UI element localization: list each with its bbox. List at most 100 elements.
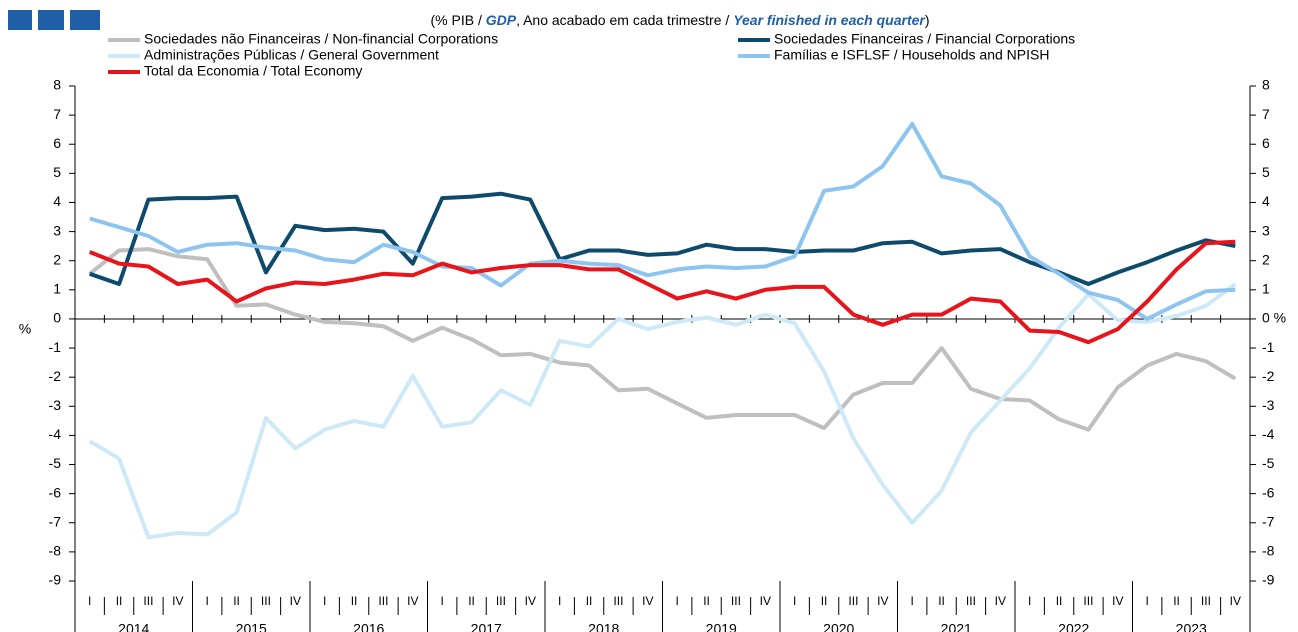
y2-tick-label: -8 <box>1262 543 1275 559</box>
y2-tick-label: -9 <box>1262 572 1275 588</box>
x-tick-label: I <box>206 594 209 608</box>
x-tick-label: II <box>938 594 945 608</box>
title-part: , Ano acabado em cada trimestre / <box>516 12 733 28</box>
year-label: 2022 <box>1058 621 1089 632</box>
x-tick-label: II <box>586 594 593 608</box>
y-tick-label: -2 <box>49 368 62 384</box>
title-part: Year finished in each quarter <box>733 12 926 28</box>
x-tick-label: III <box>848 594 858 608</box>
y2-tick-label: -1 <box>1262 339 1275 355</box>
year-label: 2018 <box>588 621 619 632</box>
y-tick-label: -3 <box>49 397 62 413</box>
legend-label: Sociedades Financeiras / Financial Corpo… <box>774 31 1075 47</box>
logo-block <box>70 10 100 30</box>
x-tick-label: II <box>1173 594 1180 608</box>
x-tick-label: I <box>323 594 326 608</box>
y-tick-label: 7 <box>53 106 61 122</box>
y-tick-label: 1 <box>53 281 61 297</box>
y-tick-label: -7 <box>49 513 62 529</box>
y2-tick-label: 2 <box>1262 251 1270 267</box>
y2-tick-label: 4 <box>1262 193 1270 209</box>
y-tick-label: 5 <box>53 164 61 180</box>
year-label: 2014 <box>118 621 149 632</box>
x-tick-label: II <box>351 594 358 608</box>
year-label: 2015 <box>236 621 267 632</box>
x-tick-label: III <box>496 594 506 608</box>
x-tick-label: IV <box>407 594 418 608</box>
x-tick-label: I <box>911 594 914 608</box>
y2-tick-label: 3 <box>1262 222 1270 238</box>
x-tick-label: IV <box>1112 594 1123 608</box>
legend-label: Sociedades não Financeiras / Non-financi… <box>144 31 498 47</box>
x-tick-label: I <box>676 594 679 608</box>
x-tick-label: IV <box>1230 594 1241 608</box>
x-tick-label: IV <box>290 594 301 608</box>
y2-tick-label: 6 <box>1262 135 1270 151</box>
year-label: 2016 <box>353 621 384 632</box>
y2-tick-label: 7 <box>1262 106 1270 122</box>
chart-title: (% PIB / GDP, Ano acabado em cada trimes… <box>430 12 929 28</box>
x-tick-label: IV <box>995 594 1006 608</box>
x-tick-label: I <box>88 594 91 608</box>
y-tick-label: -6 <box>49 484 62 500</box>
y-tick-label: -9 <box>49 572 62 588</box>
x-tick-label: II <box>116 594 123 608</box>
year-label: 2019 <box>706 621 737 632</box>
y2-tick-label: 1 <box>1262 281 1270 297</box>
logo-block <box>38 10 64 30</box>
y-axis-label: % <box>19 321 31 337</box>
x-tick-label: IV <box>525 594 536 608</box>
x-tick-label: III <box>1201 594 1211 608</box>
y-tick-label: 4 <box>53 193 61 209</box>
x-tick-label: II <box>1056 594 1063 608</box>
x-tick-label: II <box>821 594 828 608</box>
series-line <box>88 239 1236 345</box>
y-tick-label: 0 <box>53 310 61 326</box>
year-label: 2023 <box>1176 621 1207 632</box>
y-tick-label: 3 <box>53 222 61 238</box>
y2-tick-label: 5 <box>1262 164 1270 180</box>
x-tick-label: II <box>703 594 710 608</box>
y2-tick-label: -7 <box>1262 513 1275 529</box>
series-line <box>89 121 1236 321</box>
x-tick-label: I <box>441 594 444 608</box>
y-tick-label: -8 <box>49 543 62 559</box>
x-tick-label: IV <box>172 594 183 608</box>
x-tick-label: IV <box>877 594 888 608</box>
x-tick-label: III <box>613 594 623 608</box>
x-tick-label: IV <box>760 594 771 608</box>
y-tick-label: 6 <box>53 135 61 151</box>
year-label: 2021 <box>941 621 972 632</box>
x-tick-label: IV <box>642 594 653 608</box>
year-label: 2017 <box>471 621 502 632</box>
y2-tick-label: -3 <box>1262 397 1275 413</box>
logo-block <box>8 10 32 30</box>
title-part: GDP <box>486 12 517 28</box>
x-tick-label: I <box>1146 594 1149 608</box>
x-tick-label: III <box>1083 594 1093 608</box>
title-part: ) <box>925 12 930 28</box>
year-label: 2020 <box>823 621 854 632</box>
y-tick-label: -5 <box>49 455 62 471</box>
y2-tick-label: 8 <box>1262 77 1270 93</box>
y2-tick-label: -4 <box>1262 426 1275 442</box>
y2-tick-label: 0 % <box>1262 310 1286 326</box>
y2-tick-label: -6 <box>1262 484 1275 500</box>
x-tick-label: III <box>731 594 741 608</box>
x-tick-label: I <box>793 594 796 608</box>
legend-label: Famílias e ISFLSF / Households and NPISH <box>774 47 1049 63</box>
legend-label: Administrações Públicas / General Govern… <box>144 47 439 63</box>
x-tick-label: III <box>966 594 976 608</box>
y-tick-label: -1 <box>49 339 62 355</box>
x-tick-label: III <box>143 594 153 608</box>
y-tick-label: -4 <box>49 426 62 442</box>
title-part: (% PIB / <box>430 12 485 28</box>
x-tick-label: II <box>233 594 240 608</box>
series-line <box>88 282 1237 540</box>
y2-tick-label: -2 <box>1262 368 1275 384</box>
series-line <box>88 247 1237 432</box>
y-tick-label: 2 <box>53 251 61 267</box>
x-tick-label: II <box>468 594 475 608</box>
y2-tick-label: -5 <box>1262 455 1275 471</box>
